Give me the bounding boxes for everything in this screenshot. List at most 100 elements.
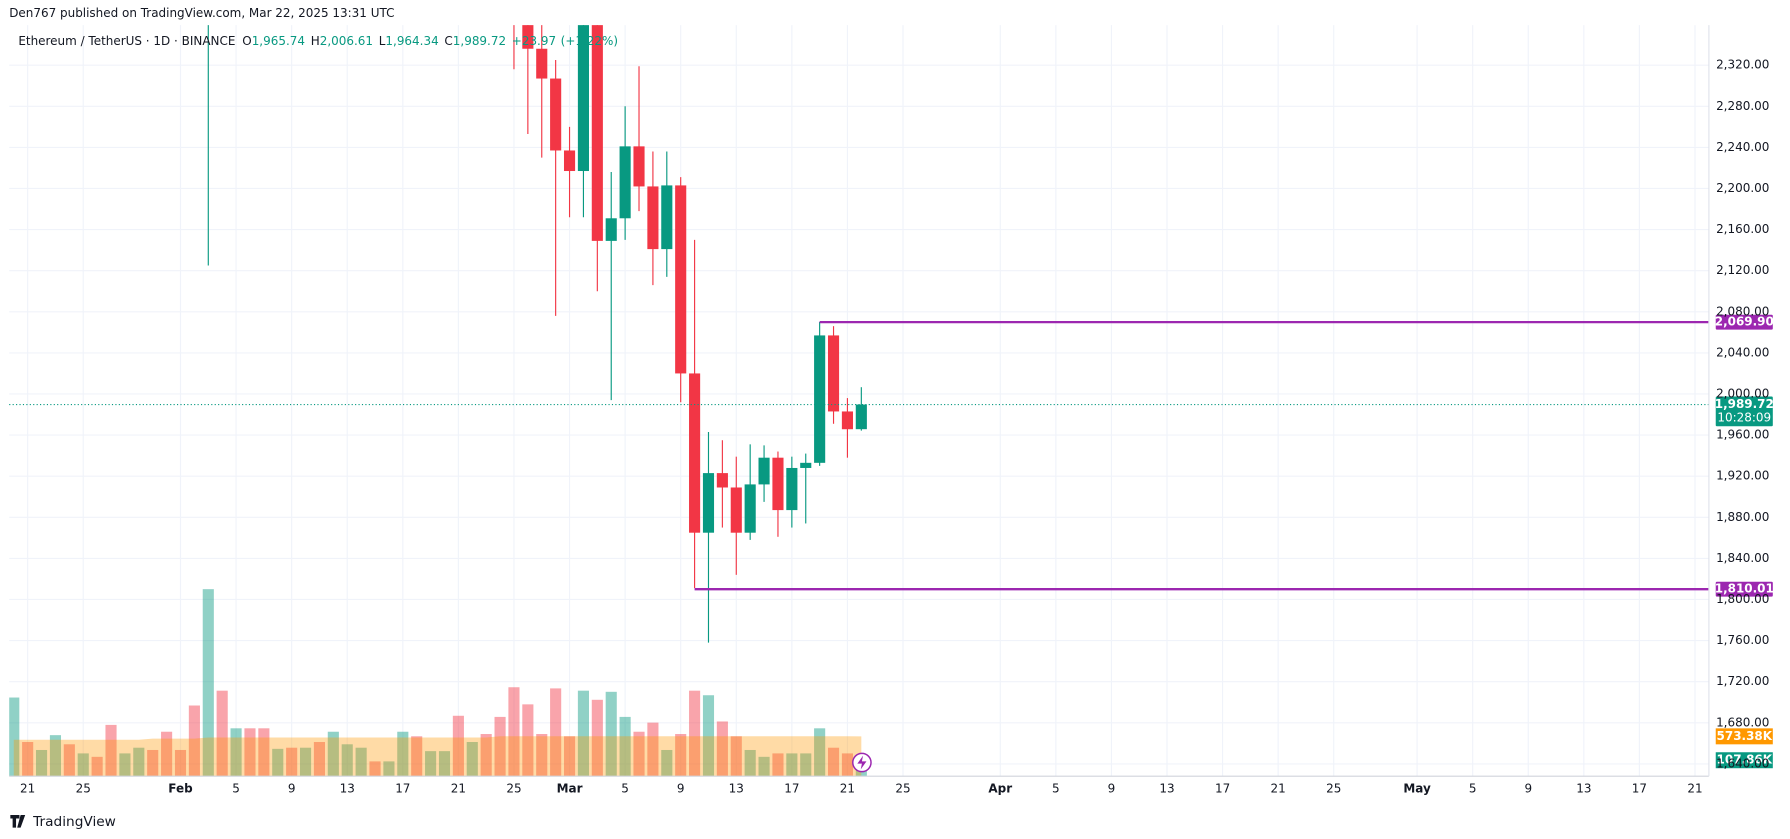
candle-body bbox=[772, 457, 784, 511]
candle-body bbox=[550, 78, 562, 151]
candle-body bbox=[689, 373, 701, 533]
y-tick-label: 1,880.00 bbox=[1716, 510, 1769, 524]
candle-body bbox=[522, 25, 534, 49]
volume-bar bbox=[730, 736, 742, 777]
candle-body bbox=[855, 404, 867, 430]
x-tick-label: 5 bbox=[232, 781, 240, 795]
volume-bar bbox=[355, 747, 367, 777]
volume-bar bbox=[174, 749, 187, 777]
grid bbox=[9, 25, 1709, 777]
candle-body bbox=[619, 146, 631, 219]
x-tick-label: 9 bbox=[1108, 781, 1116, 795]
candle-body bbox=[675, 185, 687, 374]
volume-bar bbox=[605, 691, 617, 777]
volume-bar bbox=[119, 753, 131, 777]
legend-value: 1,989.72 bbox=[453, 34, 506, 48]
volume-bar bbox=[494, 716, 506, 777]
volume-bar bbox=[536, 734, 548, 777]
x-tick-label: 5 bbox=[1052, 781, 1060, 795]
volume-bar bbox=[244, 728, 256, 777]
y-tick-label: 2,040.00 bbox=[1716, 345, 1769, 359]
legend-change: +23.97 bbox=[512, 34, 556, 48]
volume-bar bbox=[438, 751, 451, 777]
x-tick-label: 25 bbox=[76, 781, 91, 795]
volume-bar bbox=[188, 705, 200, 777]
volume-bar bbox=[369, 761, 381, 777]
volume-bar bbox=[647, 722, 659, 777]
legend-key: O bbox=[242, 34, 251, 48]
candle-body bbox=[633, 146, 645, 187]
candle-body bbox=[841, 411, 853, 430]
volume-bar bbox=[758, 756, 770, 777]
y-tick-label: 1,800.00 bbox=[1716, 592, 1769, 606]
volume-bar bbox=[619, 716, 631, 777]
candle-body bbox=[702, 473, 715, 533]
volume-bar bbox=[480, 734, 492, 777]
event-icon-bolt bbox=[857, 755, 867, 770]
y-tick-label: 1,680.00 bbox=[1716, 715, 1769, 729]
symbol-legend: Ethereum / TetherUS · 1D · BINANCE O1,965… bbox=[18, 34, 618, 48]
y-tick-label: 1,720.00 bbox=[1716, 674, 1769, 688]
candle-body bbox=[647, 186, 659, 250]
countdown-label: 10:28:09 bbox=[1717, 411, 1771, 425]
candle-body bbox=[716, 473, 728, 488]
x-tick-label: 17 bbox=[1215, 781, 1230, 795]
volume-bar bbox=[689, 690, 701, 777]
volume-bar bbox=[411, 736, 423, 777]
level-label-bg bbox=[1715, 314, 1773, 330]
legend-key: L bbox=[379, 34, 386, 48]
tradingview-logo bbox=[10, 815, 26, 828]
volume-ma-label: 573.38K bbox=[1717, 729, 1773, 743]
x-tick-label: May bbox=[1403, 781, 1431, 795]
volume-bar bbox=[563, 736, 576, 777]
volume-bar bbox=[577, 690, 589, 777]
symbol: Ethereum / TetherUS · 1D · BINANCE bbox=[18, 34, 235, 48]
candle-body bbox=[800, 462, 812, 468]
volume-bar bbox=[341, 744, 353, 777]
x-tick-label: 9 bbox=[677, 781, 685, 795]
y-tick-label: 1,840.00 bbox=[1716, 551, 1769, 565]
x-tick-label: 17 bbox=[1632, 781, 1647, 795]
candle-body bbox=[661, 185, 673, 250]
y-tick-label: 2,240.00 bbox=[1716, 140, 1769, 154]
volume-bar bbox=[425, 751, 437, 777]
legend-key: H bbox=[311, 34, 320, 48]
x-tick-label: 13 bbox=[1576, 781, 1591, 795]
y-tick-label: 1,920.00 bbox=[1716, 469, 1769, 483]
level-label-bg bbox=[1715, 581, 1773, 597]
y-tick-label: 2,120.00 bbox=[1716, 263, 1769, 277]
volume-bar bbox=[827, 747, 840, 777]
volume-bar bbox=[661, 749, 673, 777]
x-tick-label: Apr bbox=[988, 781, 1012, 795]
x-tick-label: 13 bbox=[1159, 781, 1174, 795]
volume-bar bbox=[716, 721, 728, 777]
volume-bar bbox=[133, 747, 145, 777]
x-tick-label: 21 bbox=[1687, 781, 1702, 795]
volume-bar bbox=[49, 735, 62, 777]
volume-bar bbox=[9, 697, 20, 777]
y-tick-label: 2,160.00 bbox=[1716, 222, 1769, 236]
volume-bar bbox=[35, 749, 48, 777]
volume-ma-area bbox=[13, 736, 862, 777]
legend-change-pct: (+1.22%) bbox=[561, 34, 618, 48]
volume-bar bbox=[216, 690, 228, 777]
volume-bar bbox=[299, 747, 312, 777]
candle-body bbox=[591, 25, 603, 241]
x-tick-label: 5 bbox=[1469, 781, 1477, 795]
volume-bar bbox=[258, 728, 270, 777]
level-label: 1,810.01 bbox=[1715, 582, 1774, 596]
y-tick-label: 2,320.00 bbox=[1716, 58, 1769, 72]
volume-bar bbox=[397, 731, 409, 777]
candle-body bbox=[744, 484, 756, 533]
volume-bar bbox=[702, 695, 715, 777]
volume-bar bbox=[591, 699, 603, 777]
level-label: 2,069.90 bbox=[1715, 315, 1774, 329]
volume-bar bbox=[286, 747, 298, 777]
y-tick-label: 2,000.00 bbox=[1716, 386, 1769, 400]
candle-body bbox=[563, 150, 576, 172]
candle-body bbox=[536, 48, 548, 79]
volume-bar bbox=[633, 731, 645, 777]
volume-bar bbox=[772, 753, 784, 777]
candle-body bbox=[605, 218, 617, 241]
